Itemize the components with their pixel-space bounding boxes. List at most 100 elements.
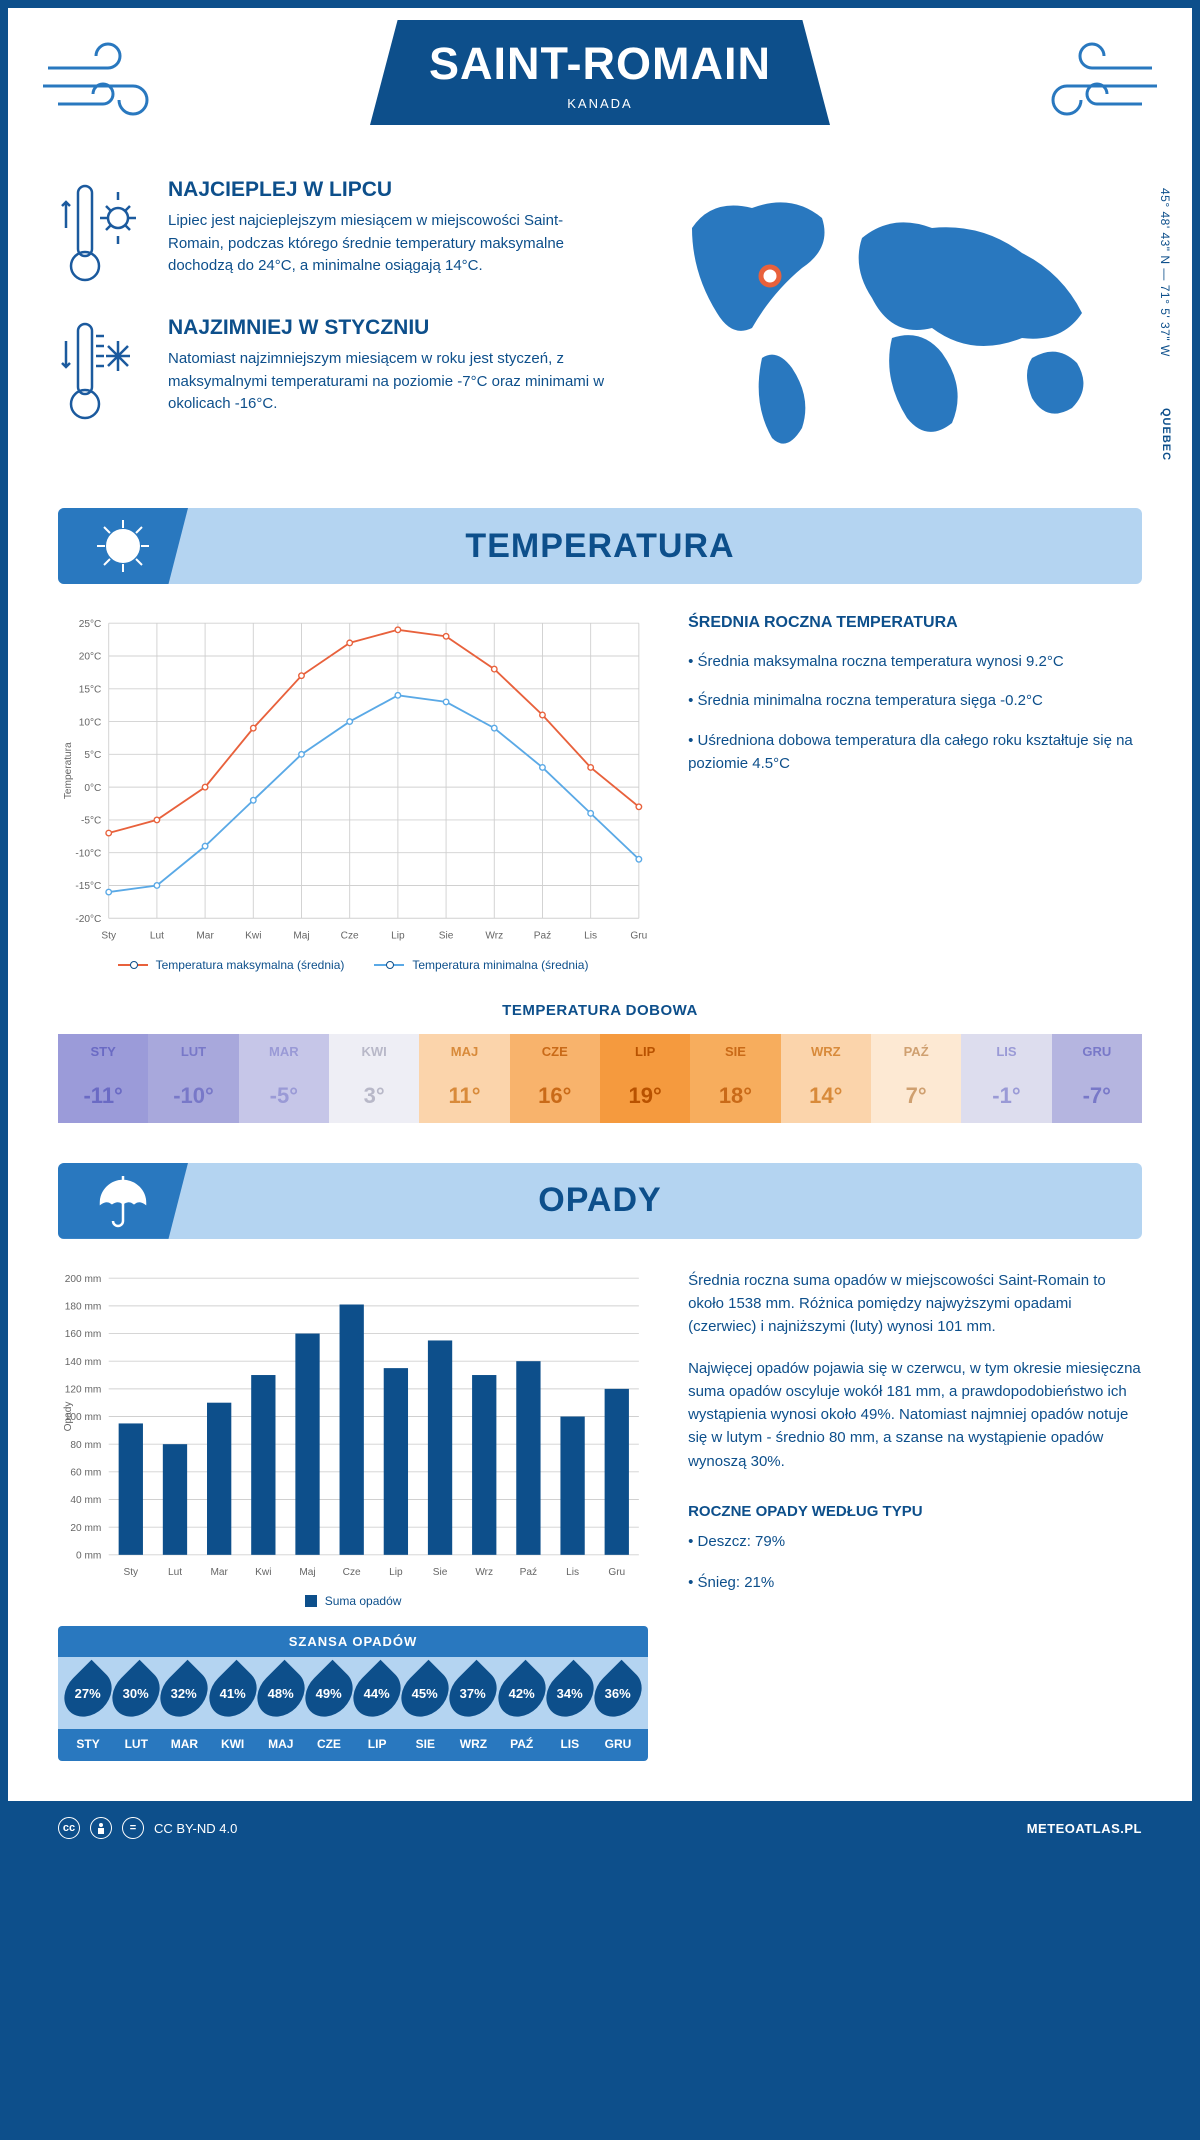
daily-temperature-table: TEMPERATURA DOBOWA STY-11°LUT-10°MAR-5°K… — [8, 972, 1192, 1143]
svg-text:-10°C: -10°C — [75, 848, 101, 859]
wind-icon — [1012, 38, 1162, 128]
country-label: KANADA — [370, 96, 830, 111]
svg-text:Lip: Lip — [389, 1567, 403, 1578]
temperature-summary: ŚREDNIA ROCZNA TEMPERATURA • Średnia mak… — [688, 614, 1142, 972]
svg-text:60 mm: 60 mm — [70, 1467, 101, 1478]
world-map-block: 45° 48' 43" N — 71° 5' 37" W QUEBEC — [642, 178, 1142, 458]
warmest-block: NAJCIEPLEJ W LIPCU Lipiec jest najcieple… — [58, 178, 612, 288]
coldest-heading: NAJZIMNIEJ W STYCZNIU — [168, 316, 612, 340]
precip-type-heading: ROCZNE OPADY WEDŁUG TYPU — [688, 1503, 1142, 1520]
world-map-icon — [642, 178, 1142, 458]
svg-text:10°C: 10°C — [79, 717, 102, 728]
svg-text:Kwi: Kwi — [245, 931, 261, 942]
svg-text:Paź: Paź — [534, 931, 551, 942]
svg-text:25°C: 25°C — [79, 619, 102, 630]
avg-temp-heading: ŚREDNIA ROCZNA TEMPERATURA — [688, 614, 1142, 632]
chance-drop: 36% — [594, 1667, 642, 1719]
thermometer-cold-icon — [58, 316, 148, 426]
temperature-line-chart: -20°C-15°C-10°C-5°C0°C5°C10°C15°C20°C25°… — [58, 614, 648, 972]
svg-text:20 mm: 20 mm — [70, 1523, 101, 1534]
daily-temp-cell: LIP19° — [600, 1034, 690, 1123]
chance-heading: SZANSA OPADÓW — [58, 1626, 648, 1657]
wind-icon — [38, 38, 188, 128]
thermometer-hot-icon — [58, 178, 148, 288]
svg-text:Maj: Maj — [299, 1567, 315, 1578]
svg-text:-5°C: -5°C — [81, 816, 101, 827]
legend-precip: Suma opadów — [325, 1594, 402, 1608]
coldest-text: Natomiast najzimniejszym miesiącem w rok… — [168, 348, 612, 416]
svg-text:80 mm: 80 mm — [70, 1440, 101, 1451]
daily-temp-cell: SIE18° — [690, 1034, 780, 1123]
chance-drop: 32% — [160, 1667, 208, 1719]
svg-text:Temperatura: Temperatura — [63, 742, 74, 799]
license-text: CC BY-ND 4.0 — [154, 1821, 237, 1836]
intro-text-column: NAJCIEPLEJ W LIPCU Lipiec jest najcieple… — [58, 178, 612, 458]
chance-drop: 41% — [209, 1667, 257, 1719]
precip-para: Średnia roczna suma opadów w miejscowośc… — [688, 1269, 1142, 1339]
umbrella-icon — [58, 1163, 188, 1239]
chart-legend: Suma opadów — [58, 1594, 648, 1608]
svg-text:Lut: Lut — [150, 931, 164, 942]
daily-temp-cell: MAJ11° — [419, 1034, 509, 1123]
coordinates-label: 45° 48' 43" N — 71° 5' 37" W — [1158, 188, 1172, 357]
svg-text:Maj: Maj — [293, 931, 309, 942]
svg-text:0°C: 0°C — [84, 783, 101, 794]
chance-drop: 48% — [257, 1667, 305, 1719]
daily-temp-heading: TEMPERATURA DOBOWA — [58, 1002, 1142, 1019]
svg-text:Mar: Mar — [196, 931, 214, 942]
svg-text:Lut: Lut — [168, 1567, 182, 1578]
daily-temp-cell: CZE16° — [510, 1034, 600, 1123]
svg-text:200 mm: 200 mm — [65, 1274, 102, 1285]
chance-drop: 34% — [546, 1667, 594, 1719]
svg-text:-15°C: -15°C — [75, 881, 101, 892]
cc-icon: cc — [58, 1817, 80, 1839]
svg-text:Cze: Cze — [343, 1567, 361, 1578]
svg-text:Sty: Sty — [123, 1567, 139, 1578]
svg-text:Mar: Mar — [210, 1567, 228, 1578]
chance-month-label: LIP — [353, 1737, 401, 1751]
chance-month-label: SIE — [401, 1737, 449, 1751]
warmest-text: Lipiec jest najcieplejszym miesiącem w m… — [168, 210, 612, 278]
precip-para: Najwięcej opadów pojawia się w czerwcu, … — [688, 1357, 1142, 1473]
avg-temp-bullet: • Średnia maksymalna roczna temperatura … — [688, 650, 1142, 673]
site-name: METEOATLAS.PL — [1027, 1821, 1142, 1836]
daily-temp-cell: LIS-1° — [961, 1034, 1051, 1123]
daily-temp-cell: MAR-5° — [239, 1034, 329, 1123]
precipitation-section-header: OPADY — [58, 1163, 1142, 1239]
svg-text:Opady: Opady — [63, 1401, 74, 1432]
daily-temp-cell: KWI3° — [329, 1034, 419, 1123]
svg-text:40 mm: 40 mm — [70, 1495, 101, 1506]
svg-text:140 mm: 140 mm — [65, 1357, 102, 1368]
chance-month-label: KWI — [209, 1737, 257, 1751]
svg-text:Gru: Gru — [608, 1567, 625, 1578]
chance-month-label: MAR — [160, 1737, 208, 1751]
chance-drop: 44% — [353, 1667, 401, 1719]
chart-legend: Temperatura maksymalna (średnia) Tempera… — [58, 958, 648, 972]
chance-month-label: CZE — [305, 1737, 353, 1751]
svg-text:Lis: Lis — [584, 931, 597, 942]
precipitation-summary: Średnia roczna suma opadów w miejscowośc… — [688, 1269, 1142, 1761]
svg-text:180 mm: 180 mm — [65, 1301, 102, 1312]
chance-drop: 37% — [449, 1667, 497, 1719]
svg-text:Wrz: Wrz — [485, 931, 503, 942]
infographic-page: SAINT-ROMAIN KANADA NAJCIEPLEJ W LIPCU L… — [8, 8, 1192, 1855]
coldest-block: NAJZIMNIEJ W STYCZNIU Natomiast najzimni… — [58, 316, 612, 426]
svg-text:-20°C: -20°C — [75, 914, 101, 925]
svg-text:Gru: Gru — [630, 931, 647, 942]
footer: cc = CC BY-ND 4.0 METEOATLAS.PL — [8, 1801, 1192, 1855]
svg-text:0 mm: 0 mm — [76, 1550, 101, 1561]
daily-temp-cell: GRU-7° — [1052, 1034, 1142, 1123]
chance-month-label: LUT — [112, 1737, 160, 1751]
chance-month-label: GRU — [594, 1737, 642, 1751]
chance-month-label: WRZ — [449, 1737, 497, 1751]
daily-temp-cell: LUT-10° — [148, 1034, 238, 1123]
precipitation-chance-box: SZANSA OPADÓW 27%30%32%41%48%49%44%45%37… — [58, 1626, 648, 1761]
svg-text:5°C: 5°C — [84, 750, 101, 761]
chance-month-label: STY — [64, 1737, 112, 1751]
chance-month-label: PAŹ — [498, 1737, 546, 1751]
precip-type-rain: • Deszcz: 79% — [688, 1530, 1142, 1553]
by-icon — [90, 1817, 112, 1839]
svg-text:Sie: Sie — [439, 931, 454, 942]
temperature-section-header: TEMPERATURA — [58, 508, 1142, 584]
chance-drop: 42% — [498, 1667, 546, 1719]
